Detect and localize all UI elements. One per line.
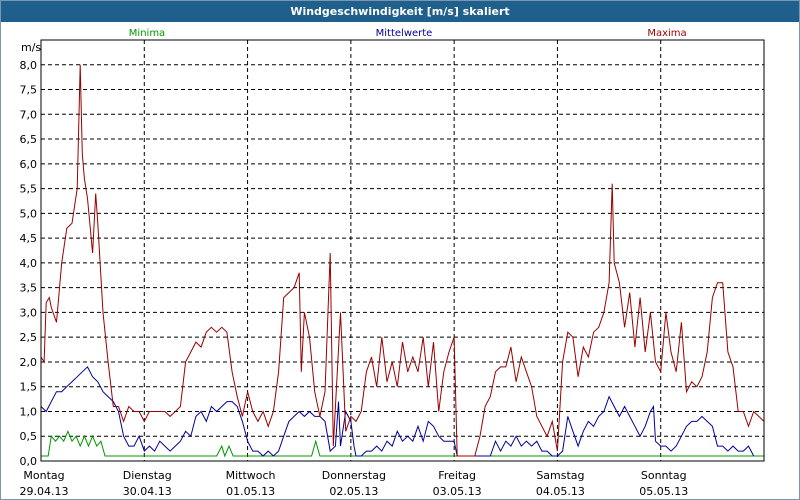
x-tick: Donnerstag 02.05.13	[322, 469, 386, 498]
series-line-mittelwerte	[40, 366, 755, 457]
title-bar: Windgeschwindigkeit [m/s] skaliert	[1, 1, 799, 22]
x-tick-date: 30.04.13	[123, 485, 172, 498]
x-tick-date: 03.05.13	[433, 485, 482, 498]
y-tick-label: 3,5	[20, 282, 38, 295]
x-tick-date: 02.05.13	[329, 485, 378, 498]
y-tick-label: 6,0	[20, 158, 38, 171]
y-tick-label: 5,0	[20, 207, 38, 220]
y-tick-label: 7,0	[20, 108, 38, 121]
y-tick-label: 2,5	[20, 331, 38, 344]
plot-area-border	[40, 39, 765, 462]
x-tick-day: Dienstag	[123, 469, 172, 482]
x-tick: Samstag 04.05.13	[536, 469, 585, 498]
x-tick: Montag 29.04.13	[20, 469, 69, 498]
x-tick: Mittwoch 01.05.13	[226, 469, 276, 498]
x-tick: Dienstag 30.04.13	[123, 469, 172, 498]
y-axis: 0,0 0,5 1,0 1,5 2,0 2,5 3,0 3,5 4,0 4,5 5,0 5,5 6,0 6…	[20, 41, 42, 468]
legend-entry-minima: Minima	[129, 28, 165, 39]
legend-entry-mittelwerte: Mittelwerte	[376, 28, 433, 39]
x-axis: Montag 29.04.13 Dienstag 30.04.13 Mittwoch 01…	[20, 469, 689, 498]
y-tick-label: 6,5	[20, 133, 38, 146]
x-tick-day: Freitag	[438, 469, 476, 482]
x-tick-day: Sonntag	[641, 469, 687, 482]
y-axis-label: m/s	[21, 41, 41, 54]
y-tick-label: 1,5	[20, 381, 38, 394]
y-tick-label: 5,5	[20, 183, 38, 196]
x-tick: Freitag 03.05.13	[433, 469, 482, 498]
x-tick: Sonntag 05.05.13	[639, 469, 688, 498]
x-tick-day: Donnerstag	[322, 469, 386, 482]
x-tick-date: 04.05.13	[536, 485, 585, 498]
series-line-minima	[41, 430, 764, 458]
grid	[41, 40, 764, 461]
y-tick-label: 0,0	[20, 455, 38, 468]
chart-title: Windgeschwindigkeit [m/s] skaliert	[290, 5, 510, 18]
y-tick-label: 0,5	[20, 430, 38, 443]
legend-entry-maxima: Maxima	[647, 28, 686, 39]
y-tick-label: 4,0	[20, 257, 38, 270]
x-tick-day: Samstag	[536, 469, 584, 482]
legend: Minima Mittelwerte Maxima	[129, 28, 687, 39]
y-tick-label: 7,5	[20, 84, 38, 97]
y-tick-label: 2,0	[20, 356, 38, 369]
y-tick-label: 3,0	[20, 306, 38, 319]
x-tick-date: 05.05.13	[639, 485, 688, 498]
series-lines	[40, 64, 765, 458]
y-tick-label: 4,5	[20, 232, 38, 245]
x-tick-day: Montag	[23, 469, 64, 482]
x-tick-date: 29.04.13	[20, 485, 69, 498]
x-tick-day: Mittwoch	[226, 469, 276, 482]
series-line-maxima	[40, 64, 765, 457]
y-tick-label: 1,0	[20, 405, 38, 418]
x-tick-date: 01.05.13	[226, 485, 275, 498]
y-tick-label: 8,0	[20, 59, 38, 72]
